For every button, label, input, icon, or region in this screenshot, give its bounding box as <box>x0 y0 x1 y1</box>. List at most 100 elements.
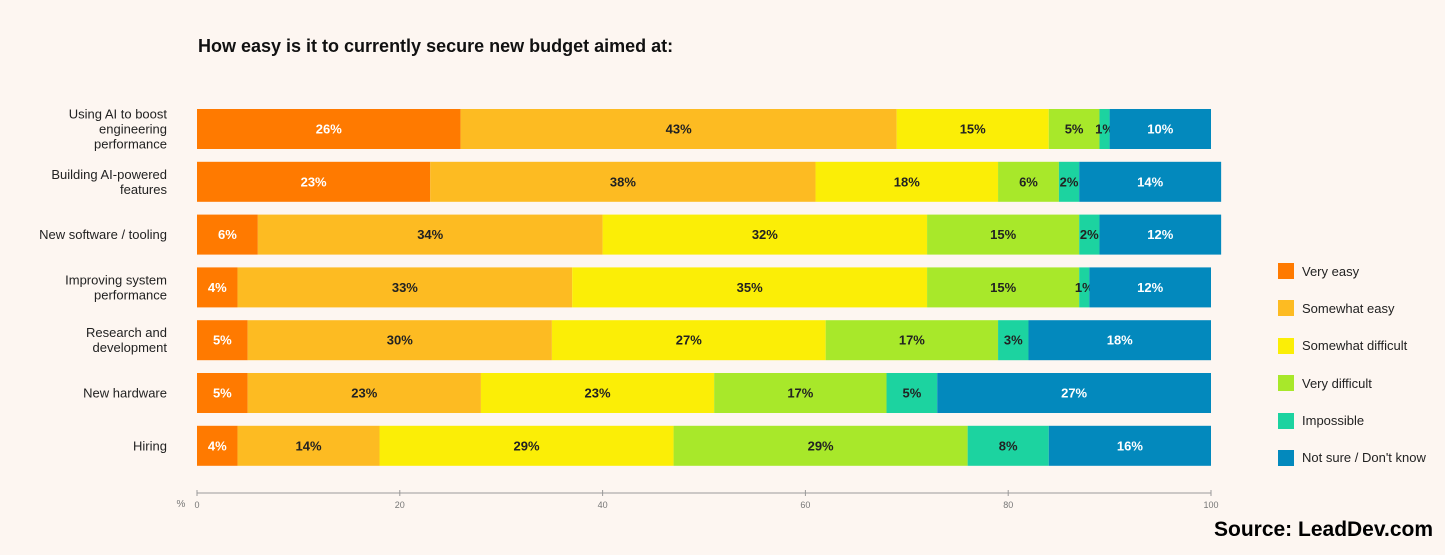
bar-segment <box>602 214 928 255</box>
legend-label: Impossible <box>1302 413 1365 429</box>
data-label: 18% <box>1107 333 1133 348</box>
data-label: 8% <box>999 438 1018 453</box>
bar-segment <box>237 267 573 308</box>
data-label: 1% <box>1075 280 1094 295</box>
data-label: 30% <box>387 333 413 348</box>
category-label: Using AI to boost engineering performance <box>69 107 168 152</box>
bar-segment <box>815 161 999 202</box>
bar-segment <box>927 214 1080 255</box>
bar-segment <box>197 109 461 149</box>
data-label: 12% <box>1137 280 1163 295</box>
source-credit: Source: LeadDev.com <box>1213 518 1433 541</box>
data-label: 1% <box>1095 122 1114 137</box>
bar-segment <box>1079 161 1222 202</box>
legend-item: Somewhat easy <box>1278 299 1426 317</box>
bar-segment <box>937 373 1211 413</box>
data-label: 5% <box>213 333 232 348</box>
legend-label: Very difficult <box>1302 375 1372 391</box>
bar-segment <box>1089 267 1211 308</box>
bar-segment <box>1099 109 1110 149</box>
data-label: 5% <box>1065 122 1084 137</box>
x-tick-label: 80 <box>1003 500 1013 510</box>
bar-segment <box>379 425 674 466</box>
bar-segment <box>197 320 248 361</box>
data-label: 29% <box>808 438 834 453</box>
x-axis-label: % <box>177 499 186 510</box>
bar-segment <box>197 161 431 202</box>
bar-segment <box>197 425 238 466</box>
category-label: Improving system performance <box>65 272 167 302</box>
bar-segment <box>998 161 1059 202</box>
data-label: 33% <box>392 280 418 295</box>
data-label: 23% <box>301 174 327 189</box>
chart-title: How easy is it to currently secure new b… <box>198 36 674 56</box>
bar-segment <box>967 425 1049 466</box>
bar-segment <box>673 425 968 466</box>
legend-item: Not sure / Don't know <box>1278 449 1426 467</box>
legend-swatch <box>1278 375 1294 392</box>
bar-segment <box>1058 161 1080 202</box>
bar-segment <box>257 214 603 255</box>
data-label: 17% <box>899 333 925 348</box>
legend-swatch <box>1278 412 1294 429</box>
bar-segment <box>247 320 552 361</box>
bar-segment <box>825 320 999 361</box>
legend-label: Somewhat easy <box>1302 300 1395 316</box>
data-label: 2% <box>1080 227 1099 242</box>
data-label: 43% <box>666 122 692 137</box>
category-label: Research and development <box>86 325 167 355</box>
data-label: 14% <box>296 438 322 453</box>
x-tick-label: 60 <box>800 500 810 510</box>
bar-segment <box>927 267 1080 308</box>
data-label: 6% <box>1019 174 1038 189</box>
legend-label: Not sure / Don't know <box>1302 450 1426 466</box>
data-label: 5% <box>213 386 232 401</box>
category-label: Hiring <box>133 438 167 453</box>
bar-segment <box>1079 267 1090 308</box>
legend-label: Very easy <box>1302 263 1360 279</box>
data-label: 6% <box>218 227 237 242</box>
legend-swatch <box>1278 300 1294 317</box>
bar-segment <box>1109 109 1211 149</box>
category-label: Building AI-powered features <box>51 167 167 197</box>
data-label: 29% <box>514 438 540 453</box>
bar-segment <box>1048 425 1211 466</box>
legend-swatch <box>1278 337 1294 354</box>
data-label: 5% <box>902 386 921 401</box>
bar-segment <box>430 161 816 202</box>
bar-segment <box>714 373 887 413</box>
category-label: New hardware <box>83 386 167 401</box>
data-label: 32% <box>752 227 778 242</box>
legend-item: Very easy <box>1278 262 1426 280</box>
data-label: 12% <box>1147 227 1173 242</box>
bar-segment <box>1079 214 1100 255</box>
data-label: 18% <box>894 174 920 189</box>
legend-item: Somewhat difficult <box>1278 337 1426 355</box>
data-label: 4% <box>208 280 227 295</box>
bar-segment <box>480 373 715 413</box>
data-label: 2% <box>1060 174 1079 189</box>
bar-segment <box>1028 320 1211 361</box>
data-label: 34% <box>417 227 443 242</box>
bar-segment <box>197 373 248 413</box>
x-tick-label: 40 <box>598 500 608 510</box>
data-label: 16% <box>1117 438 1143 453</box>
x-tick-label: 0 <box>194 500 199 510</box>
data-label: 23% <box>351 386 377 401</box>
bar-segment <box>1099 214 1222 255</box>
data-label: 27% <box>676 333 702 348</box>
bar-segment <box>1048 109 1100 149</box>
legend-item: Impossible <box>1278 412 1426 430</box>
legend: Very easy Somewhat easy Somewhat difficu… <box>1278 262 1426 486</box>
bar-segment <box>896 109 1049 149</box>
bar-segment <box>197 214 258 255</box>
x-tick-label: 20 <box>395 500 405 510</box>
bar-segment <box>998 320 1029 361</box>
bar-segment <box>551 320 826 361</box>
legend-swatch <box>1278 263 1294 279</box>
legend-label: Somewhat difficult <box>1302 338 1408 354</box>
category-label: New software / tooling <box>39 227 167 242</box>
bar-segment <box>886 373 938 413</box>
bar-segment <box>572 267 928 308</box>
